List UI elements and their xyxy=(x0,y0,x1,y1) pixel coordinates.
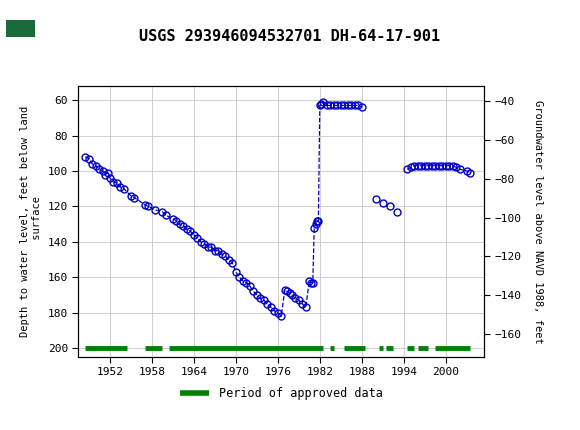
Text: USGS: USGS xyxy=(72,12,128,29)
Y-axis label: Depth to water level, feet below land
 surface: Depth to water level, feet below land su… xyxy=(20,106,42,337)
Legend: Period of approved data: Period of approved data xyxy=(175,383,387,405)
Text: USGS 293946094532701 DH-64-17-901: USGS 293946094532701 DH-64-17-901 xyxy=(139,29,441,44)
Y-axis label: Groundwater level above NAVD 1988, feet: Groundwater level above NAVD 1988, feet xyxy=(533,100,543,343)
Bar xyxy=(6,4,64,37)
Bar xyxy=(6,20,35,37)
